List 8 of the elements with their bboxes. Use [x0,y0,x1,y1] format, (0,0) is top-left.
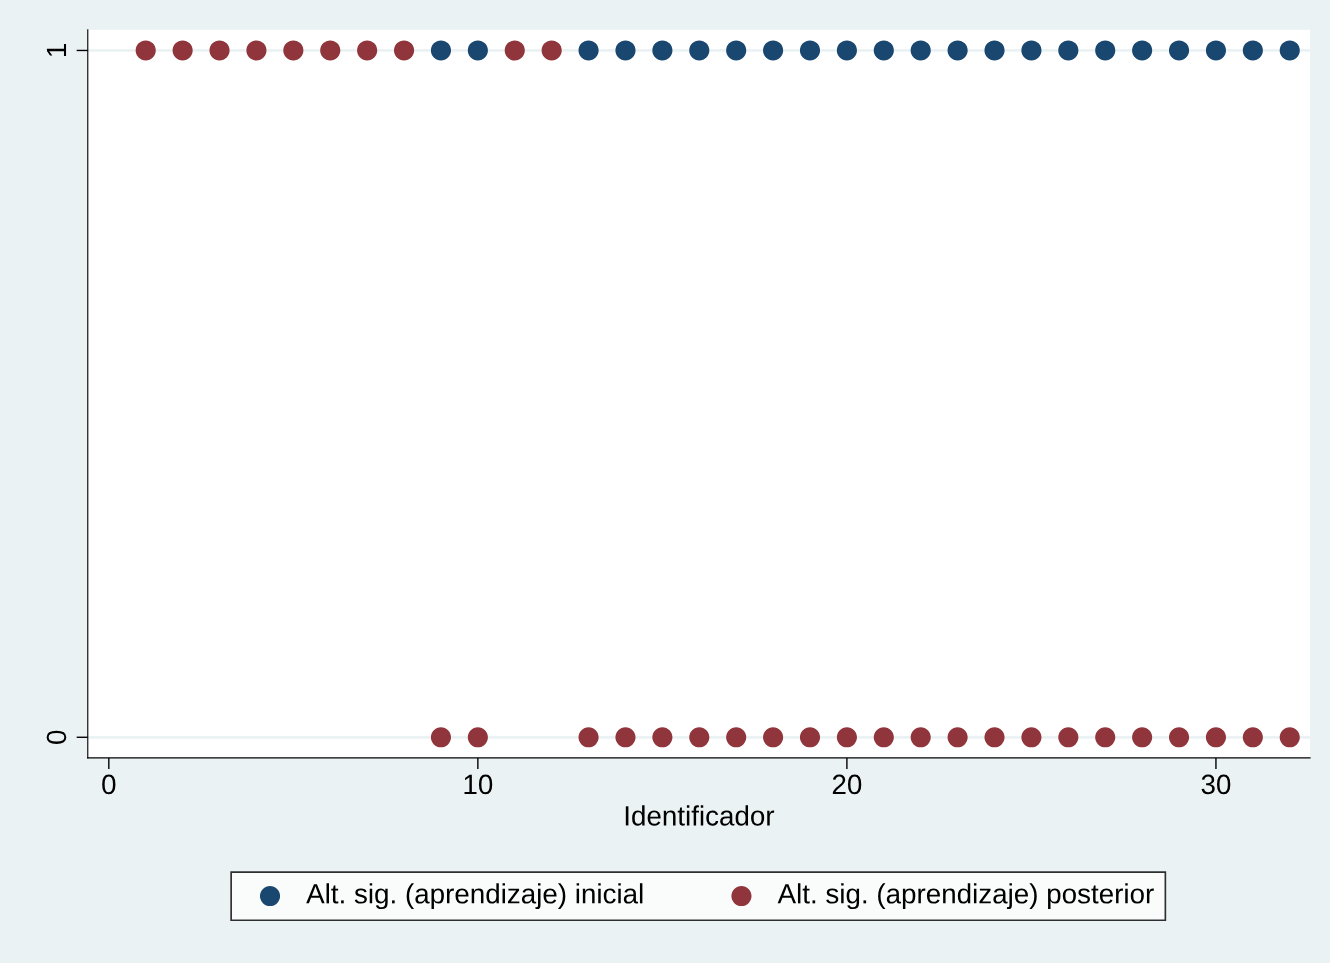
legend-label: Alt. sig. (aprendizaje) posterior [777,883,1154,910]
x-tick-label: 10 [464,774,493,795]
x-tick-label: 30 [1201,774,1231,795]
y-tick-label: 1 [46,44,67,57]
x-axis-title: Identificador [625,805,775,826]
x-tick-label: 0 [102,774,116,795]
legend-label: Alt. sig. (aprendizaje) inicial [306,883,643,910]
x-tick-label: 20 [832,774,862,795]
